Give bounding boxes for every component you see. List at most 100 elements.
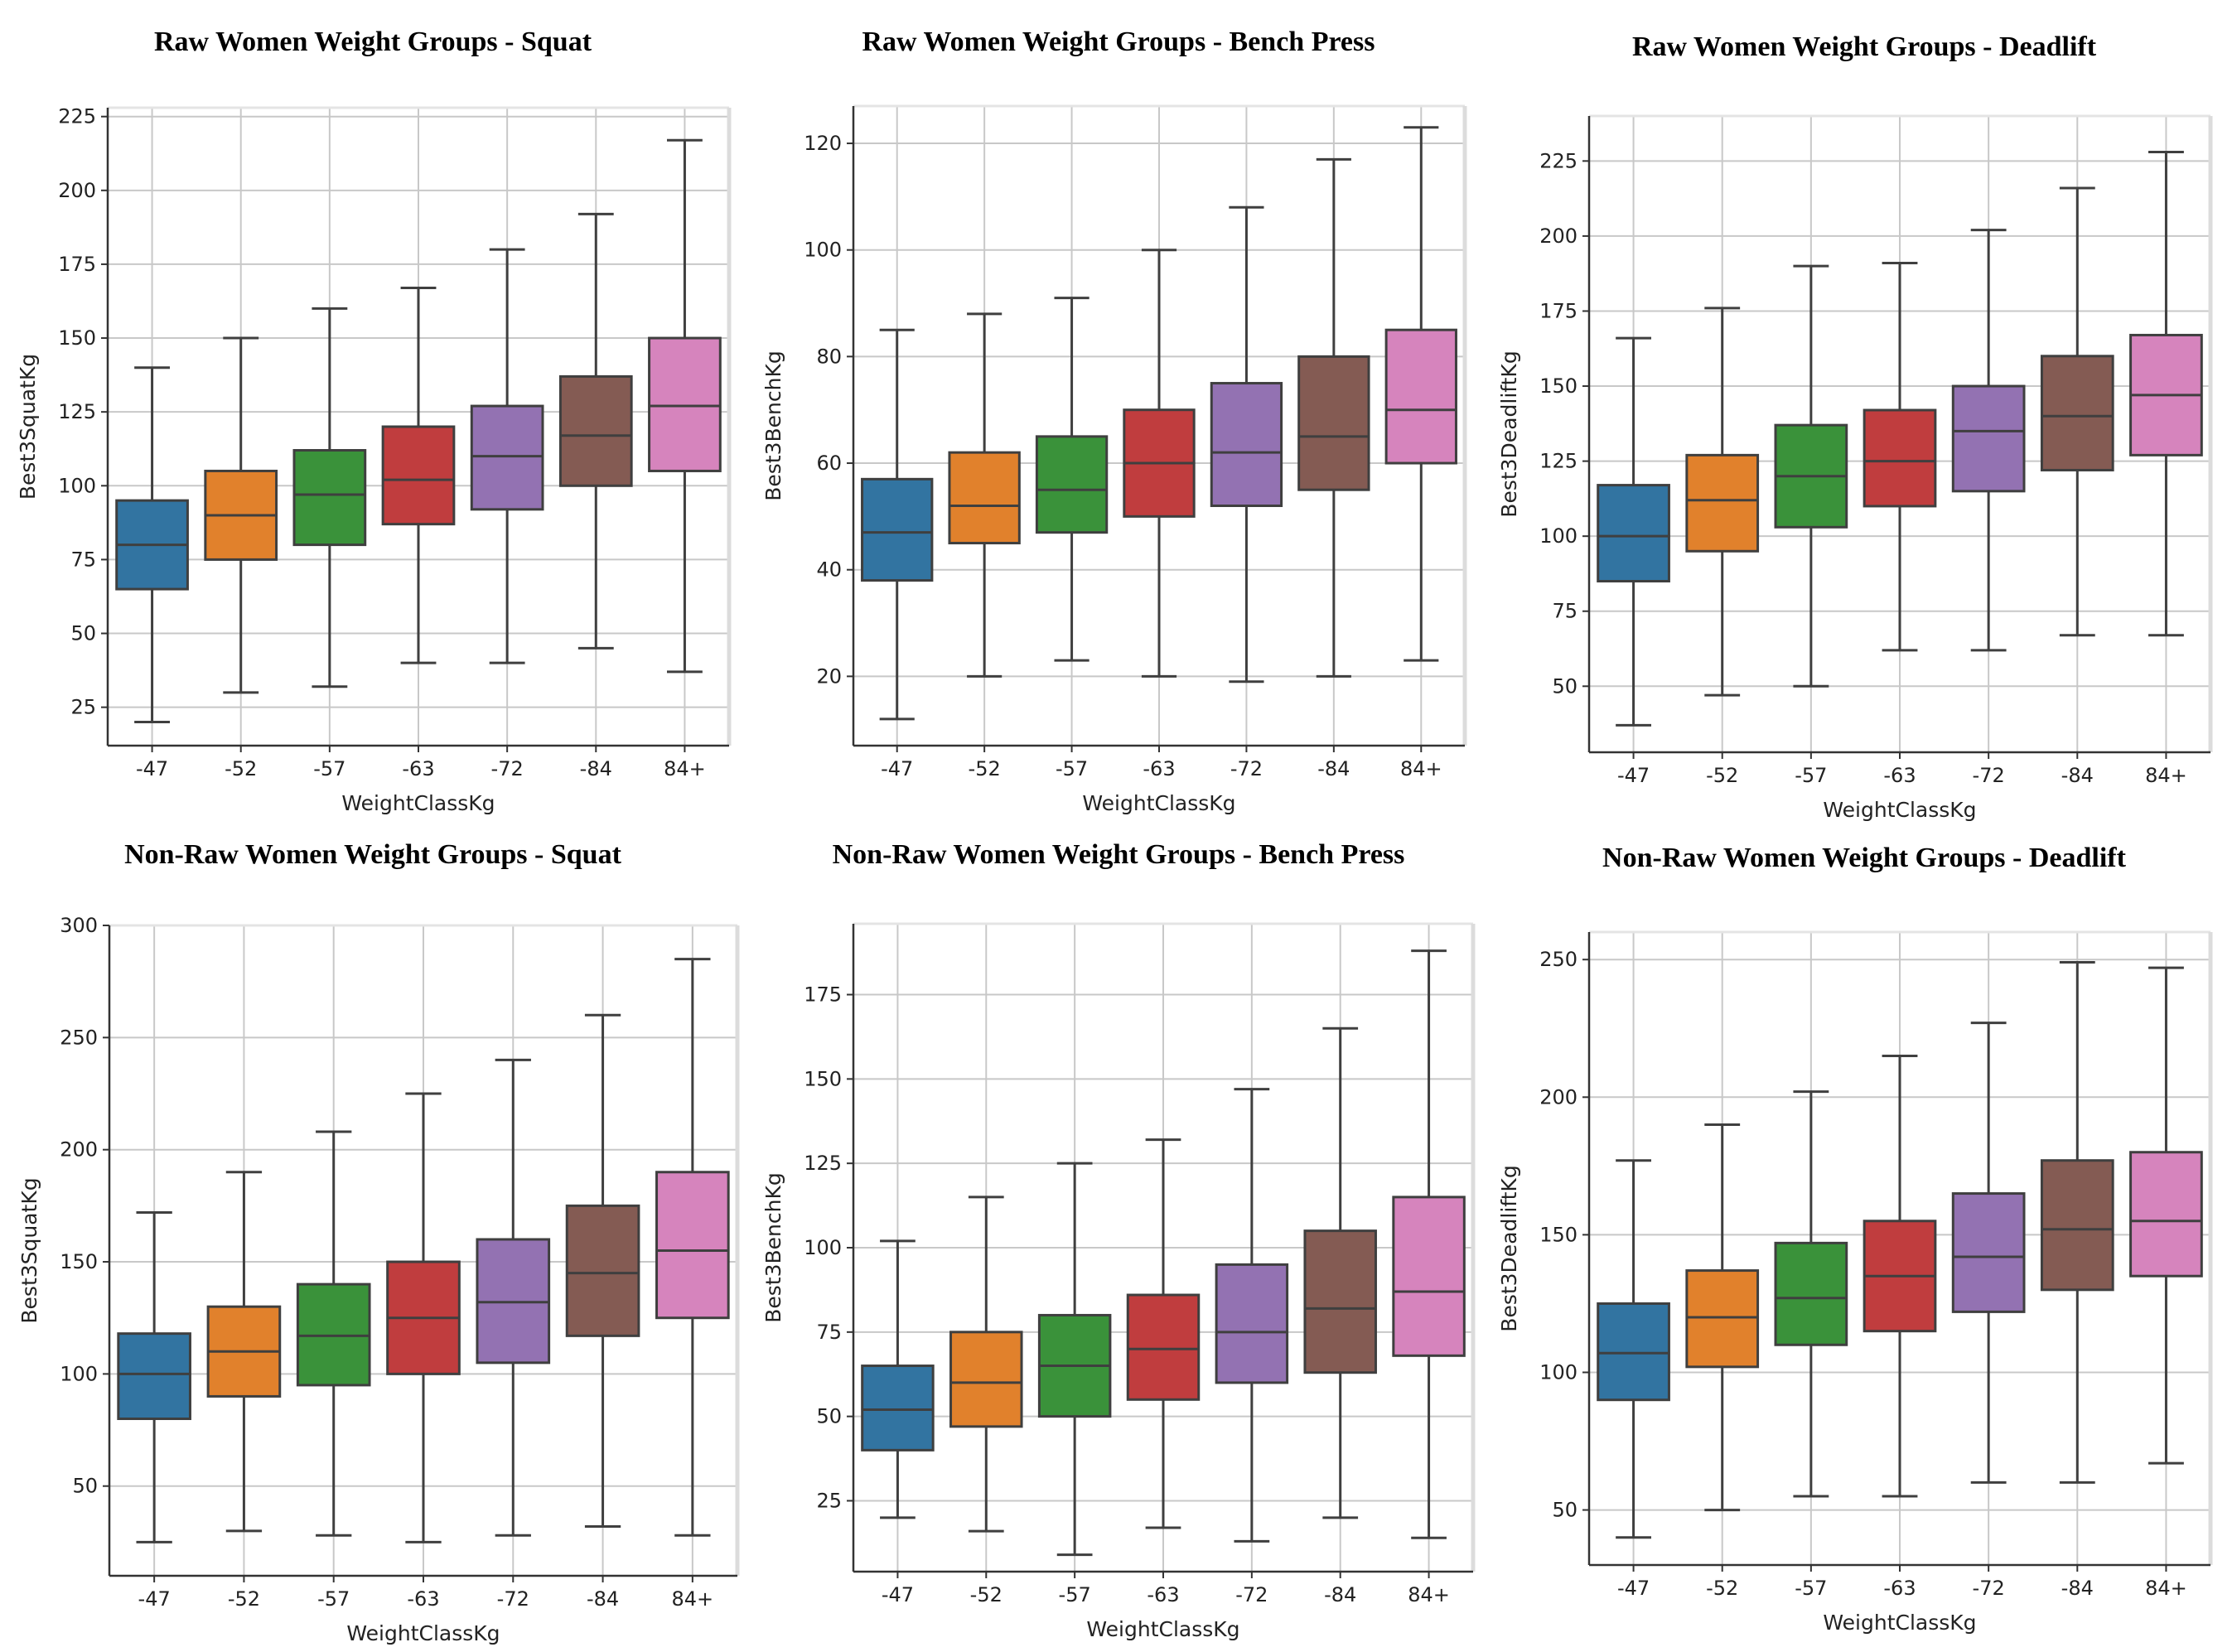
box--47 (861, 328, 934, 721)
box--84 (565, 1013, 640, 1528)
y-tick-label: 100 (804, 1236, 842, 1259)
x-tick-label: -52 (228, 1587, 260, 1611)
x-tick-label: -52 (1706, 764, 1738, 787)
box--47 (115, 366, 189, 723)
box-iqr (1297, 355, 1370, 491)
box--52 (206, 1171, 282, 1533)
box-iqr (1597, 1302, 1670, 1402)
box-iqr (1210, 382, 1283, 507)
y-axis-label: Best3SquatKg (17, 1177, 41, 1323)
y-tick-label: 20 (816, 664, 842, 688)
box--52 (949, 1196, 1023, 1533)
x-tick-label: -57 (1056, 757, 1088, 780)
box--47 (1597, 336, 1670, 727)
box-iqr (565, 1204, 640, 1337)
chart-title: Non-Raw Women Weight Groups - Bench Pres… (832, 839, 1405, 870)
box--52 (948, 312, 1021, 678)
box--52 (1685, 1123, 1760, 1512)
y-axis-label: Best3DeadliftKg (1497, 350, 1521, 517)
x-axis-label: WeightClassKg (346, 1621, 500, 1645)
y-tick-label: 225 (58, 105, 96, 128)
y-tick-label: 200 (1539, 1085, 1577, 1109)
chart-title: Non-Raw Women Weight Groups - Deadlift (1602, 843, 2126, 873)
boxplot-raw-bench: 20 40 60 80 100 120 -47 -52 -57 -63 -72 -84 84+ Weigh… (761, 104, 1467, 815)
box-84+ (2129, 150, 2203, 637)
x-tick-label: -52 (1706, 1577, 1738, 1600)
boxplot-nonraw-squat: 50 100 150 200 250 300 -47 -52 -57 -63 -72 -84 84+ We… (17, 914, 740, 1645)
x-tick-label: -84 (587, 1587, 619, 1611)
x-tick-label: -57 (1059, 1583, 1091, 1606)
box--84 (2040, 961, 2114, 1484)
y-tick-label: 200 (58, 179, 96, 202)
chart-panel-raw-bench: Raw Women Weight Groups - Bench Press 20… (746, 0, 1491, 826)
y-tick-label: 50 (816, 1405, 842, 1428)
box-iqr (1215, 1263, 1289, 1384)
box-iqr (117, 1332, 191, 1421)
box--63 (1863, 262, 1937, 652)
chart-panel-nonraw-deadlift: Non-Raw Women Weight Groups - Deadlift 5… (1491, 826, 2237, 1652)
x-tick-label: -63 (407, 1587, 439, 1611)
y-tick-label: 225 (1539, 149, 1577, 172)
x-tick-label: -52 (970, 1583, 1003, 1606)
y-tick-label: 50 (70, 622, 96, 645)
x-tick-label: -84 (580, 757, 612, 780)
y-tick-label: 100 (60, 1362, 98, 1385)
y-tick-label: 120 (804, 132, 842, 155)
box-84+ (1384, 126, 1457, 662)
box--57 (1774, 1090, 1848, 1498)
box-iqr (1392, 1196, 1466, 1357)
box-84+ (655, 958, 730, 1537)
box-iqr (861, 477, 934, 582)
x-tick-label: -52 (225, 757, 257, 780)
box--47 (861, 1239, 935, 1519)
box--57 (1774, 264, 1848, 688)
box-iqr (2040, 1159, 2114, 1292)
box-84+ (2129, 966, 2203, 1465)
box-iqr (381, 425, 456, 526)
box-iqr (1597, 484, 1670, 583)
box-84+ (1392, 949, 1466, 1539)
x-tick-label: -63 (1147, 1583, 1179, 1606)
y-tick-label: 150 (1539, 1223, 1577, 1246)
x-tick-label: -72 (1973, 764, 2005, 787)
y-tick-label: 100 (804, 239, 842, 262)
y-tick-label: 60 (816, 452, 842, 475)
boxplot-raw-deadlift: 50 75 100 125 150 175 200 225 -47 -52 -57 -63 -72 -84… (1497, 114, 2213, 822)
x-tick-label: -63 (1883, 1577, 1916, 1600)
box--57 (1035, 297, 1109, 662)
x-tick-label: 84+ (1408, 1583, 1450, 1606)
box-iqr (1126, 1293, 1201, 1401)
box-iqr (1951, 384, 2026, 493)
box-iqr (558, 374, 633, 487)
x-tick-label: -47 (1617, 1577, 1650, 1600)
y-tick-label: 75 (1552, 600, 1577, 623)
chart-title: Raw Women Weight Groups - Bench Press (862, 27, 1375, 57)
y-tick-label: 150 (804, 1067, 842, 1090)
y-tick-label: 100 (1539, 524, 1577, 548)
x-tick-label: -47 (136, 757, 168, 780)
box-iqr (1685, 453, 1760, 553)
box-iqr (1774, 1241, 1848, 1346)
box-iqr (1035, 435, 1109, 534)
y-axis-label: Best3DeadliftKg (1497, 1165, 1521, 1331)
chart-panel-nonraw-bench: Non-Raw Women Weight Groups - Bench Pres… (746, 826, 1491, 1652)
box--84 (1303, 1026, 1377, 1519)
y-tick-label: 80 (816, 345, 842, 368)
chart-title: Raw Women Weight Groups - Squat (153, 27, 592, 57)
chart-panel-raw-squat: Raw Women Weight Groups - Squat 25 50 75 10… (0, 0, 746, 826)
box--72 (476, 1058, 551, 1537)
box-iqr (1685, 1269, 1760, 1369)
box-iqr (1384, 328, 1457, 465)
x-tick-label: -63 (1143, 757, 1175, 780)
box-iqr (655, 1171, 730, 1320)
box--57 (296, 1130, 371, 1537)
x-tick-label: -72 (497, 1587, 529, 1611)
x-axis-label: WeightClassKg (1082, 791, 1235, 815)
x-tick-label: -47 (138, 1587, 171, 1611)
x-tick-label: -47 (881, 757, 913, 780)
x-tick-label: -72 (1973, 1577, 2005, 1600)
y-tick-label: 200 (60, 1138, 98, 1162)
x-tick-label: -84 (1324, 1583, 1356, 1606)
box-iqr (1951, 1192, 2026, 1313)
box-iqr (292, 449, 367, 547)
